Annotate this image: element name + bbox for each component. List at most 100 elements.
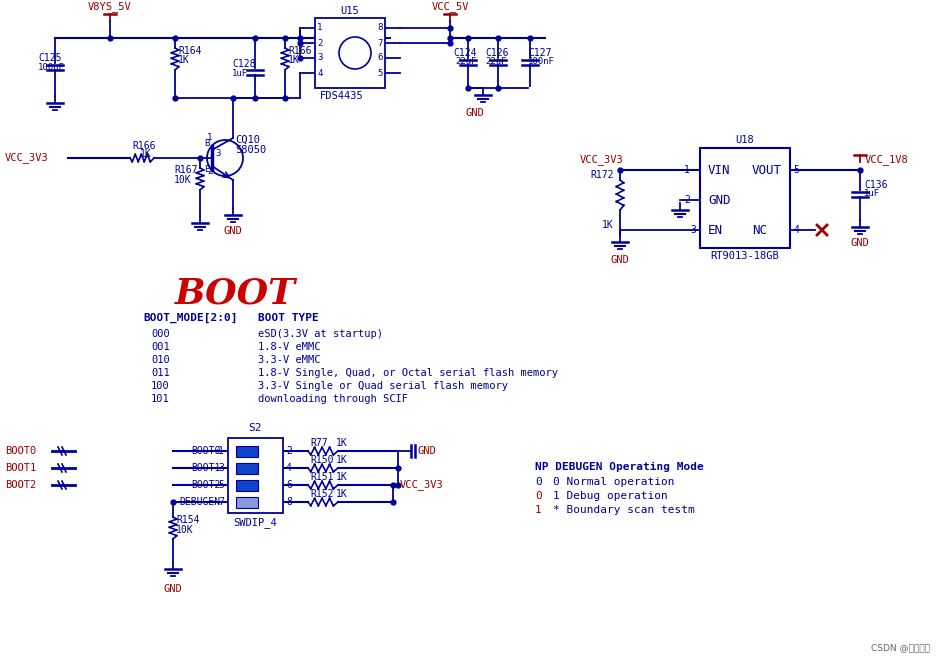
Text: U15: U15 [340,6,359,16]
Text: V8YS_5V: V8YS_5V [88,1,132,12]
Text: SWDIP_4: SWDIP_4 [234,517,277,529]
Text: CQ10: CQ10 [235,135,260,145]
Text: 0 Normal operation: 0 Normal operation [553,477,674,487]
Text: NC: NC [752,223,767,237]
Text: 3: 3 [215,150,220,159]
Text: C128: C128 [232,59,255,69]
Bar [236,480,258,491]
Text: 1K: 1K [602,220,613,230]
Text: 1K: 1K [336,438,348,448]
Text: 3.3-V Single or Quad serial flash memory: 3.3-V Single or Quad serial flash memory [258,381,508,391]
Bar [236,497,258,508]
Text: 000: 000 [151,329,170,339]
Text: 7: 7 [377,38,383,47]
Text: DEBUGEN: DEBUGEN [180,497,221,507]
Text: NP DEBUGEN Operating Mode: NP DEBUGEN Operating Mode [535,462,704,472]
Text: C124: C124 [453,48,477,58]
Text: * Boundary scan testm: * Boundary scan testm [553,505,695,515]
Text: BOOT_MODE[2:0]: BOOT_MODE[2:0] [143,313,237,323]
Text: FDS4435: FDS4435 [320,91,364,101]
Text: 4: 4 [317,69,323,78]
Text: R166: R166 [132,141,156,151]
Text: GND: GND [611,255,629,265]
Text: R166: R166 [288,46,311,56]
Text: VCC_3V3: VCC_3V3 [5,152,49,163]
Text: BOOT1: BOOT1 [191,463,221,473]
Text: BOOT1: BOOT1 [5,463,37,473]
Text: 1: 1 [219,446,224,456]
Bar [236,446,258,457]
Text: R150: R150 [310,455,334,465]
Text: 2: 2 [286,446,292,456]
Text: GND: GND [465,108,484,118]
Text: 100: 100 [151,381,170,391]
Text: 1: 1 [535,505,542,515]
Text: 1K: 1K [336,472,348,482]
Text: 100nF: 100nF [38,63,65,72]
Text: 010: 010 [151,355,170,365]
Text: 2: 2 [684,195,690,205]
Text: C136: C136 [864,180,887,190]
Text: VCC_3V3: VCC_3V3 [400,480,444,490]
Text: BOOT0: BOOT0 [5,446,37,456]
Text: C127: C127 [528,48,552,58]
Text: EN: EN [708,223,723,237]
Text: R152: R152 [310,489,334,499]
Text: 10K: 10K [174,175,191,185]
Text: 3: 3 [317,53,323,63]
Text: GND: GND [851,238,870,248]
Text: 8: 8 [377,24,383,32]
Text: 1K: 1K [140,149,152,159]
Text: BOOT TYPE: BOOT TYPE [258,313,319,323]
Text: 1: 1 [317,24,323,32]
Text: 5: 5 [377,69,383,78]
Text: R154: R154 [176,515,200,525]
Text: 011: 011 [151,368,170,378]
Text: BOOT: BOOT [174,276,295,310]
Text: 6: 6 [377,53,383,63]
Text: 1uF: 1uF [232,69,249,78]
Text: GND: GND [418,446,437,456]
Text: 1uF: 1uF [864,190,880,198]
Text: R77: R77 [310,438,327,448]
Text: VCC_3V3: VCC_3V3 [580,154,624,165]
Text: 1: 1 [207,134,212,142]
Bar [700,148,790,248]
Bar [236,463,258,474]
Text: 6: 6 [286,480,292,490]
Text: RT9013-18GB: RT9013-18GB [711,251,779,261]
Text: VCC_1V8: VCC_1V8 [865,154,909,165]
Text: 1K: 1K [336,455,348,465]
Text: 1K: 1K [288,55,300,65]
Text: GND: GND [708,194,731,206]
Text: 2: 2 [207,167,212,177]
Text: R151: R151 [310,472,334,482]
Text: 22uF: 22uF [485,57,507,67]
Text: BOOT0: BOOT0 [191,446,221,456]
Text: 3.3-V eMMC: 3.3-V eMMC [258,355,321,365]
Text: 5: 5 [793,165,799,175]
Text: downloading through SCIF: downloading through SCIF [258,394,408,404]
Text: 1.8-V Single, Quad, or Octal serial flash memory: 1.8-V Single, Quad, or Octal serial flas… [258,368,558,378]
Text: R172: R172 [590,170,613,180]
Text: GND: GND [163,584,182,594]
Text: BOOT2: BOOT2 [191,480,221,490]
Text: 001: 001 [151,342,170,352]
Bar [315,18,385,88]
Text: C126: C126 [485,48,508,58]
Bar [228,438,283,513]
Text: 10K: 10K [176,525,193,535]
Text: 7: 7 [219,497,224,507]
Text: VOUT: VOUT [752,163,782,177]
Text: 8: 8 [286,497,292,507]
Text: 100nF: 100nF [528,57,555,67]
Text: R164: R164 [178,46,202,56]
Text: 3: 3 [690,225,696,235]
Text: 4: 4 [793,225,799,235]
Text: 4: 4 [286,463,292,473]
Text: 1.8-V eMMC: 1.8-V eMMC [258,342,321,352]
Text: 22uF: 22uF [455,57,477,67]
Text: 1 Debug operation: 1 Debug operation [553,491,668,501]
Text: 0: 0 [535,491,542,501]
Text: 3: 3 [219,463,224,473]
